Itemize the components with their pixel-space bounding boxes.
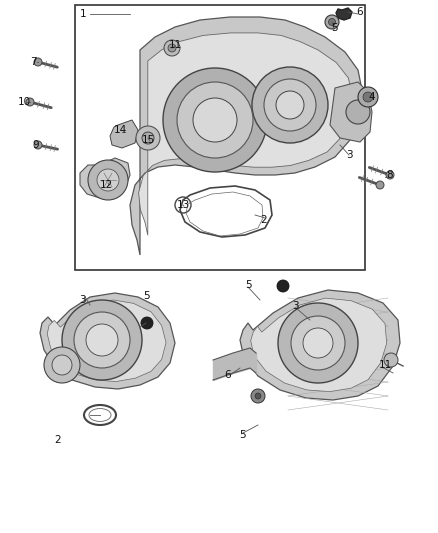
Text: 13: 13	[177, 200, 190, 210]
Circle shape	[325, 15, 339, 29]
Text: 5: 5	[245, 280, 251, 290]
Text: 6: 6	[225, 370, 231, 380]
Circle shape	[62, 300, 142, 380]
Text: 11: 11	[378, 360, 392, 370]
Text: 5: 5	[144, 291, 150, 301]
Text: 6: 6	[357, 7, 363, 17]
Circle shape	[26, 98, 34, 106]
Polygon shape	[251, 298, 387, 392]
Text: 5: 5	[331, 23, 337, 33]
Circle shape	[193, 98, 237, 142]
Circle shape	[141, 317, 153, 329]
Circle shape	[177, 82, 253, 158]
Polygon shape	[80, 158, 130, 198]
Polygon shape	[330, 82, 372, 142]
Circle shape	[278, 303, 358, 383]
Polygon shape	[138, 33, 352, 235]
Circle shape	[386, 171, 394, 179]
Circle shape	[384, 353, 398, 367]
Polygon shape	[240, 290, 400, 400]
Circle shape	[163, 68, 267, 172]
Circle shape	[276, 91, 304, 119]
Circle shape	[74, 312, 130, 368]
Text: 4: 4	[369, 92, 375, 102]
Circle shape	[252, 67, 328, 143]
Circle shape	[358, 87, 378, 107]
Circle shape	[255, 393, 261, 399]
Circle shape	[34, 58, 42, 66]
Text: 3: 3	[346, 150, 352, 160]
Text: 9: 9	[33, 140, 39, 150]
Polygon shape	[110, 120, 138, 148]
Circle shape	[44, 347, 80, 383]
Text: 8: 8	[387, 170, 393, 180]
Circle shape	[363, 92, 373, 102]
Bar	[75, 5, 365, 270]
Text: 14: 14	[113, 125, 127, 135]
Circle shape	[291, 316, 345, 370]
Polygon shape	[130, 17, 362, 255]
Circle shape	[277, 280, 289, 292]
Circle shape	[346, 100, 370, 124]
Text: 15: 15	[141, 135, 155, 145]
Text: 2: 2	[55, 435, 61, 445]
Circle shape	[86, 324, 118, 356]
Text: 10: 10	[18, 97, 31, 107]
Circle shape	[303, 328, 333, 358]
Circle shape	[264, 79, 316, 131]
Circle shape	[136, 126, 160, 150]
Text: 7: 7	[30, 57, 36, 67]
Text: 1: 1	[80, 9, 86, 19]
Text: 5: 5	[239, 430, 245, 440]
Circle shape	[251, 389, 265, 403]
Circle shape	[164, 40, 180, 56]
Circle shape	[142, 132, 154, 144]
Circle shape	[328, 19, 336, 26]
Text: 3: 3	[79, 295, 85, 305]
Circle shape	[34, 141, 42, 149]
Circle shape	[168, 44, 176, 52]
Polygon shape	[336, 8, 352, 20]
Circle shape	[376, 181, 384, 189]
Polygon shape	[40, 293, 175, 389]
Polygon shape	[47, 300, 166, 382]
Text: 12: 12	[99, 180, 113, 190]
Text: 3: 3	[292, 301, 298, 311]
Text: 11: 11	[168, 40, 182, 50]
Circle shape	[52, 355, 72, 375]
Circle shape	[88, 160, 128, 200]
Circle shape	[97, 169, 119, 191]
Text: 2: 2	[261, 215, 267, 225]
